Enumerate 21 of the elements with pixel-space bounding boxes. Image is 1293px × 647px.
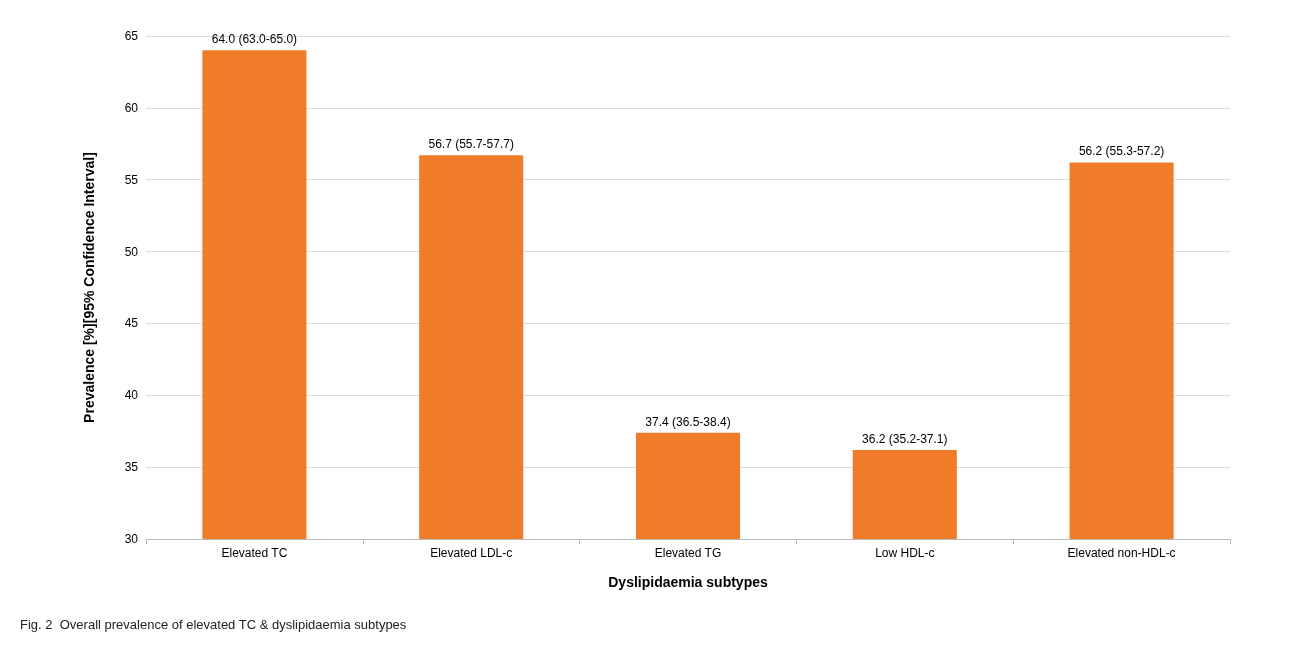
x-tick-label: Elevated LDL-c — [430, 546, 513, 560]
x-axis-title: Dyslipidaemia subtypes — [608, 574, 768, 590]
x-tick-label: Low HDL-c — [875, 546, 935, 560]
y-tick-label: 35 — [124, 460, 139, 475]
y-tick-label: 55 — [124, 172, 139, 187]
data-label: 56.7 (55.7-57.7) — [428, 137, 514, 152]
x-tick-label: Elevated TC — [221, 546, 288, 560]
data-label: 56.2 (55.3-57.2) — [1078, 144, 1165, 159]
caption: Fig. 2 Overall prevalence of elevated TC & dyslipidaemia subtypes — [20, 617, 407, 632]
y-axis-title: Prevalence [%][95% Confidence Interval] — [81, 152, 97, 423]
data-label: 64.0 (63.0-65.0) — [211, 32, 298, 47]
y-tick-label: 65 — [124, 29, 139, 43]
y-tick-label: 40 — [124, 388, 139, 403]
y-tick-label: 45 — [124, 316, 139, 331]
y-tick-label: 50 — [124, 244, 139, 259]
data-label: 37.4 (36.5-38.4) — [645, 414, 731, 429]
data-label: 36.2 (35.2-37.1) — [862, 431, 948, 446]
y-tick-label: 30 — [124, 532, 139, 546]
x-tick-label: Elevated TG — [654, 546, 722, 560]
x-tick-label: Elevated non-HDL-c — [1067, 546, 1176, 560]
y-tick-label: 60 — [124, 100, 139, 115]
